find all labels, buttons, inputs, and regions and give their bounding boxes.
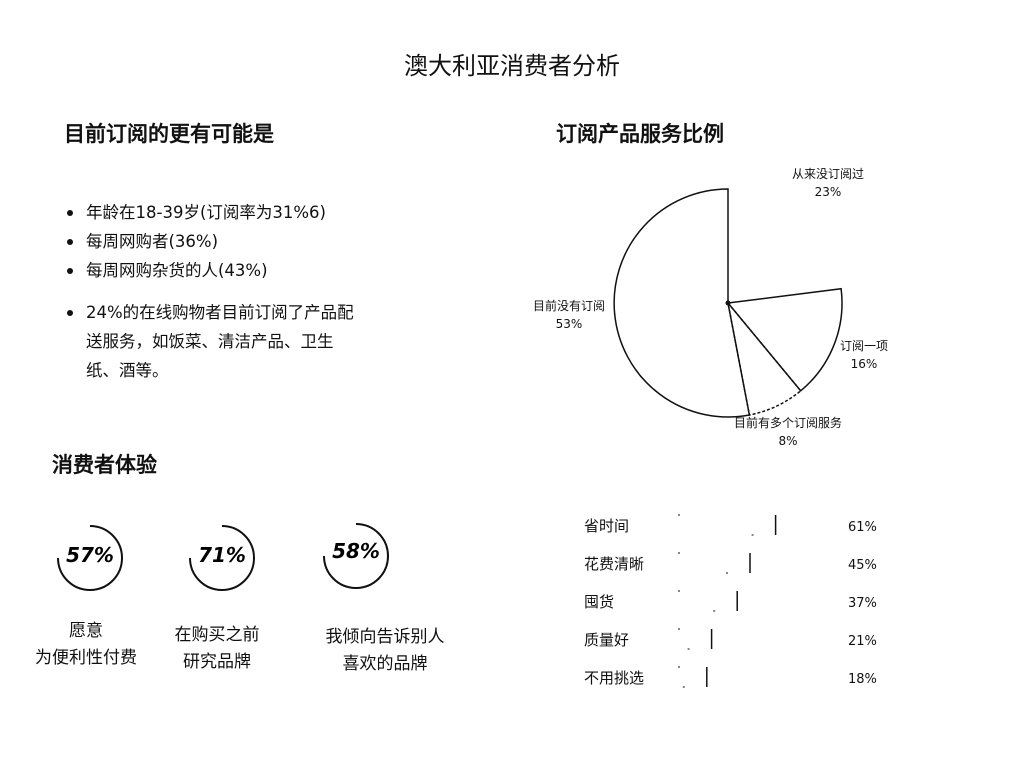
stat-ring-3: 58% <box>323 523 389 589</box>
pie-slice-label: 订阅一项 <box>840 339 888 353</box>
pie-slice <box>726 287 843 392</box>
caption-line: 在购买之前 <box>174 625 260 645</box>
stat-value-3: 58% <box>332 539 380 563</box>
note-line: 纸、酒等。 <box>86 361 169 380</box>
bullet-item: 年龄在18-39岁(订阅率为31%6) <box>64 198 404 227</box>
experience-heading: 消费者体验 <box>52 453 157 477</box>
bar-category-label: 省时间 <box>584 517 629 535</box>
bar <box>677 590 738 612</box>
bullet-item: 每周网购者(36%) <box>64 227 404 256</box>
bar-value-label: 18% <box>848 672 877 687</box>
note-line: 24%的在线购物者目前订阅了产品配 <box>86 303 354 322</box>
bar <box>677 628 713 650</box>
subscribe-bullet-list: 年龄在18-39岁(订阅率为31%6) 每周网购者(36%) 每周网购杂货的人(… <box>64 198 404 385</box>
pie-slice <box>728 189 841 303</box>
bar-chart: 省时间 61% 花费清晰 45% 囤货 37% 质量好 21% 不用挑选 18% <box>584 514 877 688</box>
bar-category-label: 花费清晰 <box>584 555 644 573</box>
bar-value-label: 61% <box>848 520 877 535</box>
bar <box>677 514 777 536</box>
pie-slice <box>613 188 751 418</box>
bar-value-label: 21% <box>848 634 877 649</box>
subscribe-heading: 目前订阅的更有可能是 <box>64 122 274 146</box>
pie-slice-label: 目前没有订阅 <box>533 298 605 313</box>
bar <box>677 666 708 688</box>
pie-heading: 订阅产品服务比例 <box>556 122 724 146</box>
stat-caption-3: 我倾向告诉别人 喜欢的品牌 <box>300 624 470 678</box>
pie-slice-value: 23% <box>815 185 842 199</box>
caption-line: 愿意 <box>69 621 103 641</box>
pie-slice-value: 8% <box>778 434 797 448</box>
bar-value-label: 37% <box>848 596 877 611</box>
bullet-note: 24%的在线购物者目前订阅了产品配 送服务，如饭菜、清洁产品、卫生 纸、酒等。 <box>64 298 404 385</box>
caption-line: 为便利性付费 <box>35 648 137 668</box>
bullet-item: 每周网购杂货的人(43%) <box>64 256 404 285</box>
pie-chart: 从来没订阅过 23% 订阅一项 16% 目前有多个订阅服务 8% 目前没有订阅 53% <box>533 166 888 448</box>
pie-center-dot <box>725 300 731 306</box>
stat-value-2: 71% <box>198 543 246 567</box>
bar <box>677 552 751 574</box>
pie-slice-value: 16% <box>851 357 878 371</box>
stat-value-1: 57% <box>66 543 114 567</box>
note-line: 送服务，如饭菜、清洁产品、卫生 <box>86 332 334 351</box>
caption-line: 喜欢的品牌 <box>342 654 428 674</box>
caption-line: 研究品牌 <box>183 652 251 672</box>
page-title: 澳大利亚消费者分析 <box>404 52 620 80</box>
stat-caption-2: 在购买之前 研究品牌 <box>142 622 292 676</box>
pie-slice-label: 从来没订阅过 <box>792 166 864 181</box>
pie-slice-value: 53% <box>556 317 583 331</box>
pie-slice-label: 目前有多个订阅服务 <box>734 415 842 430</box>
stat-ring-2: 71% <box>189 525 255 591</box>
stat-ring-1: 57% <box>57 525 123 591</box>
bar-category-label: 质量好 <box>584 631 629 649</box>
stat-caption-1: 愿意 为便利性付费 <box>0 618 172 672</box>
caption-line: 我倾向告诉别人 <box>325 627 445 647</box>
bar-category-label: 不用挑选 <box>584 669 644 687</box>
bar-value-label: 45% <box>848 558 877 573</box>
bar-category-label: 囤货 <box>584 593 614 611</box>
